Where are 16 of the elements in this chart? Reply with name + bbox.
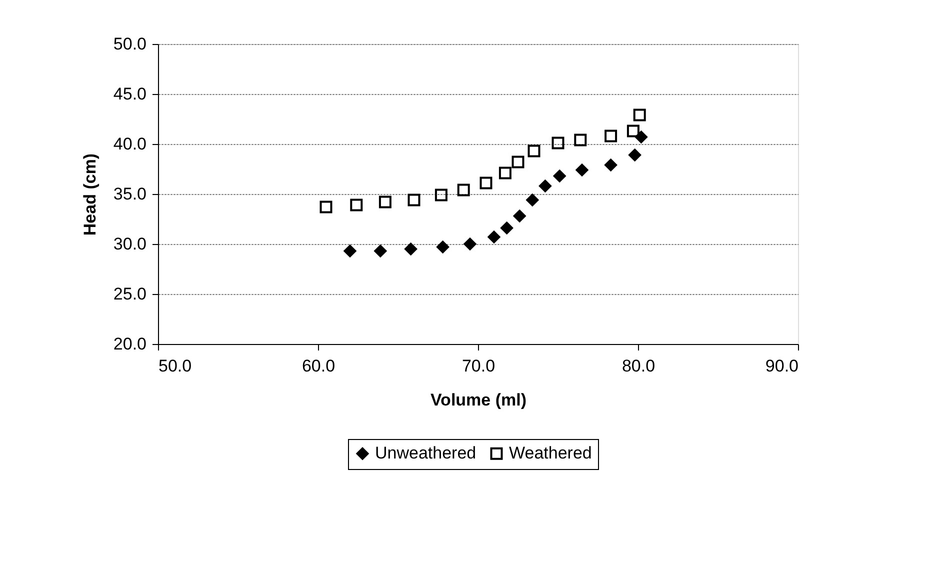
- x-tick-label: 50.0: [158, 356, 192, 376]
- legend-label: Unweathered: [375, 444, 476, 463]
- y-tick-label: 35.0: [113, 184, 146, 204]
- y-tick-label: 20.0: [113, 334, 146, 354]
- y-tick-label: 30.0: [113, 234, 146, 254]
- y-axis-title: Head (cm): [80, 153, 100, 236]
- y-tick-label: 45.0: [113, 84, 146, 104]
- legend-label: Weathered: [509, 444, 592, 463]
- x-tick-label: 80.0: [622, 356, 656, 376]
- y-tick-label: 40.0: [113, 134, 146, 154]
- x-tick-label: 70.0: [462, 356, 496, 376]
- x-axis-title: Volume (ml): [430, 390, 527, 410]
- x-tick-label: 60.0: [302, 356, 336, 376]
- x-tick-label: 90.0: [765, 356, 798, 376]
- y-tick-label: 25.0: [113, 284, 146, 304]
- y-tick-label: 50.0: [113, 34, 146, 54]
